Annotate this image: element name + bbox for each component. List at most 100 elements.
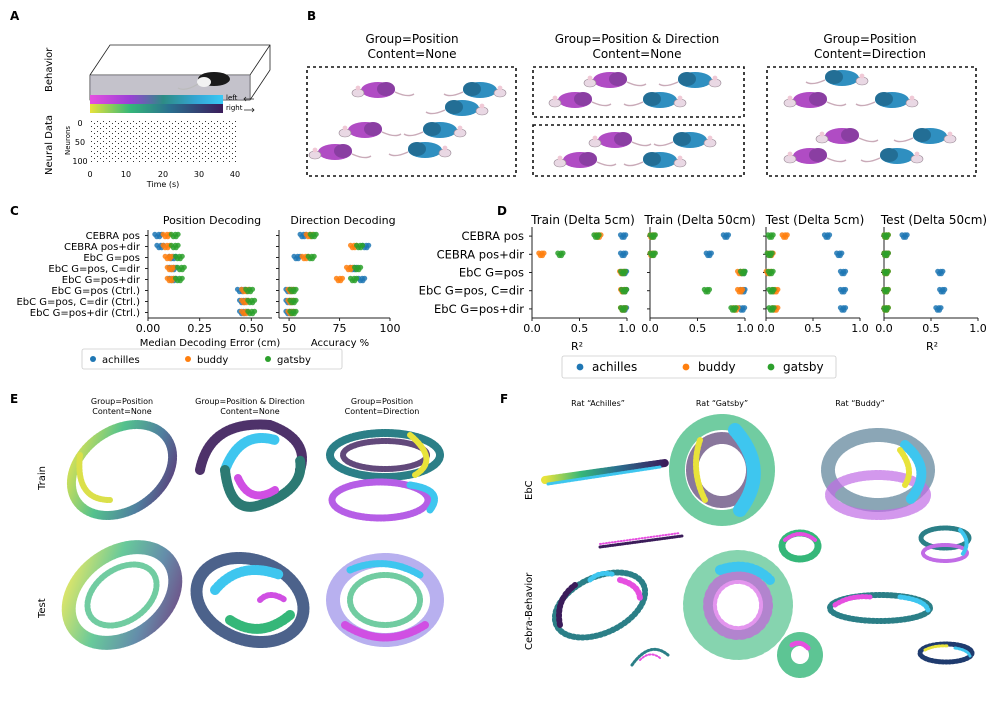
e-title-1-line2: Content=None xyxy=(92,407,151,416)
panel-label-e: E xyxy=(10,392,18,406)
xtick-40: 40 xyxy=(230,170,240,179)
arrow-left-icon xyxy=(243,96,254,102)
e-title-3-line2: Content=Direction xyxy=(345,407,420,416)
legend-gatsby: gatsby xyxy=(277,355,311,366)
point-gatsby-4 xyxy=(623,305,629,311)
arrow-right-icon xyxy=(244,107,255,113)
point-gatsby-6 xyxy=(293,297,299,303)
panel-a: A Behavior left right Neural Data Neuron… xyxy=(10,9,271,189)
point-gatsby-4 xyxy=(885,305,891,311)
category-label: EbC G=pos+dir (Ctrl.) xyxy=(30,308,140,319)
b-box-2b xyxy=(532,124,745,177)
neural-data-label: Neural Data xyxy=(44,115,55,175)
category-label: CEBRA pos xyxy=(461,229,524,243)
point-achilles-4 xyxy=(842,305,849,311)
d-category-labels: CEBRA pos CEBRA pos+dir EbC G=pos EbC G=pos… xyxy=(419,229,525,316)
d-legend-buddy: buddy xyxy=(698,360,736,374)
ytick-0: 0 xyxy=(77,119,82,128)
point-gatsby-2 xyxy=(311,253,317,259)
xtick-30: 30 xyxy=(194,170,204,179)
x-tick-label: 1.0 xyxy=(969,322,987,335)
b-title-1-line2: Content=None xyxy=(367,47,456,61)
point-gatsby-6 xyxy=(251,297,258,303)
chart-test-delta50: 0.0 0.5 1.0 xyxy=(875,227,987,335)
position-colorbar-left xyxy=(90,95,223,104)
e-title-3-line1: Group=Position xyxy=(351,397,413,406)
d-legend xyxy=(561,355,837,379)
c-title-position: Position Decoding xyxy=(163,214,261,227)
point-gatsby-1 xyxy=(652,250,658,256)
point-achilles-1 xyxy=(366,242,372,248)
panel-label-b: B xyxy=(307,9,316,23)
c-title-direction: Direction Decoding xyxy=(290,214,395,227)
legend-achilles-marker xyxy=(90,356,96,362)
x-tick-label: 0.50 xyxy=(239,322,264,335)
b-box-3 xyxy=(766,66,977,177)
panel-label-d: D xyxy=(497,204,507,218)
point-achilles-4 xyxy=(742,305,748,311)
e-title-2-line1: Group=Position & Direction xyxy=(195,397,305,406)
point-buddy-4 xyxy=(339,275,346,281)
point-gatsby-3 xyxy=(357,264,364,270)
xtick-0: 0 xyxy=(87,170,92,179)
category-label: EbC G=pos xyxy=(83,253,140,264)
point-gatsby-2 xyxy=(770,268,776,274)
embedding-f-cebra-buddy xyxy=(827,592,975,665)
chart-train-delta5: 0.0 0.5 1.0 xyxy=(523,227,636,335)
point-gatsby-3 xyxy=(706,286,713,293)
x-tick-label: 75 xyxy=(333,322,347,335)
point-gatsby-3 xyxy=(771,286,777,293)
category-label: EbC G=pos (Ctrl.) xyxy=(51,286,140,297)
b-title-2-line2: Content=None xyxy=(592,47,681,61)
point-gatsby-3 xyxy=(181,264,187,270)
x-tick-label: 1.0 xyxy=(736,322,754,335)
point-gatsby-5 xyxy=(293,286,299,292)
d-legend-gatsby: gatsby xyxy=(783,360,824,374)
b-rats-2 xyxy=(548,71,722,169)
point-gatsby-1 xyxy=(175,242,181,248)
behavior-label: Behavior xyxy=(44,47,55,92)
c-legend xyxy=(81,348,343,370)
b-box-1 xyxy=(306,66,517,177)
point-buddy-2 xyxy=(169,253,175,259)
embedding-e-test-3 xyxy=(326,553,444,647)
point-gatsby-3 xyxy=(624,286,630,293)
category-label: EbC G=pos, C=dir xyxy=(48,264,140,275)
point-achilles-3 xyxy=(942,286,948,293)
point-buddy-3 xyxy=(740,286,746,293)
point-gatsby-0 xyxy=(770,232,776,238)
point-achilles-1 xyxy=(623,250,629,256)
legend-achilles: achilles xyxy=(102,355,140,366)
x-tick-label: 100 xyxy=(380,322,401,335)
point-gatsby-0 xyxy=(652,232,658,238)
c-xlabel-accuracy: Accuracy % xyxy=(311,338,369,349)
x-tick-label: 0.0 xyxy=(757,322,775,335)
category-label: EbC G=pos, C=dir (Ctrl.) xyxy=(16,297,140,308)
point-gatsby-1 xyxy=(560,250,566,256)
point-gatsby-0 xyxy=(596,232,602,238)
embedding-e-test-1 xyxy=(61,540,183,650)
chart-test-delta5: 0.0 0.5 1.0 xyxy=(757,227,869,335)
x-tick-label: 0.25 xyxy=(187,322,212,335)
point-gatsby-0 xyxy=(885,232,891,238)
position-colorbar-right xyxy=(90,104,223,113)
xtick-10: 10 xyxy=(121,170,131,179)
point-gatsby-0 xyxy=(175,231,181,237)
x-tick-label: 0.00 xyxy=(136,322,161,335)
point-achilles-0 xyxy=(725,232,732,238)
point-buddy-3 xyxy=(775,286,781,293)
f-title-buddy: Rat “Buddy” xyxy=(835,399,884,408)
f-row-ebc: EbC xyxy=(524,480,535,500)
d-title-test5: Test (Delta 5cm) xyxy=(765,213,865,227)
panel-f: F Rat “Achilles” Rat “Gatsby” Rat “Buddy… xyxy=(500,392,975,678)
point-achilles-2 xyxy=(940,268,946,274)
legend-right: right xyxy=(226,104,243,112)
x-tick-label: 0.5 xyxy=(689,322,707,335)
d-xlabel-r2-left: R² xyxy=(571,340,583,353)
point-achilles-2 xyxy=(842,268,849,274)
e-row-test: Test xyxy=(37,598,48,619)
point-gatsby-3 xyxy=(885,286,891,293)
chart-position-decoding: 0.00 0.25 0.50 xyxy=(136,230,272,335)
d-title-train50: Train (Delta 50cm) xyxy=(643,213,755,227)
